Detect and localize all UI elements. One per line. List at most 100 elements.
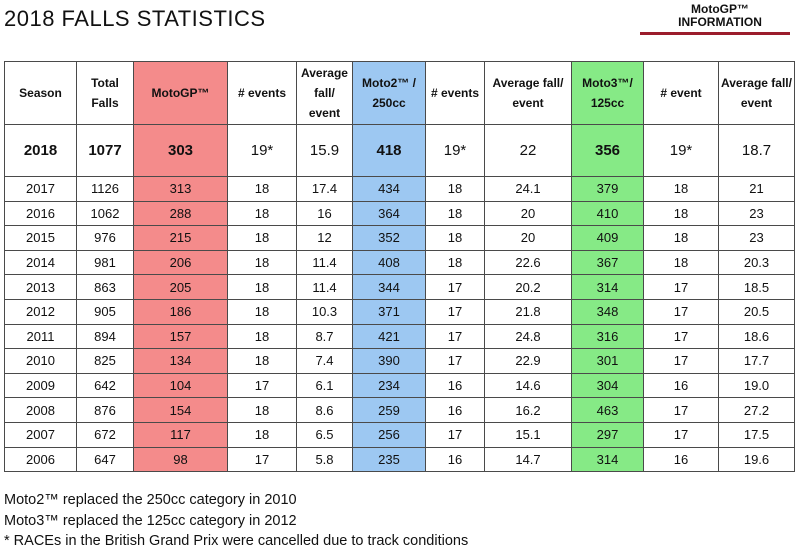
cell-moto3-falls: 314 xyxy=(571,274,644,300)
cell-motogp-average: 8.7 xyxy=(296,323,353,350)
cell-moto3-events: 17 xyxy=(643,323,719,350)
cell-moto3-falls: 314 xyxy=(571,446,644,473)
cell-season: 2011 xyxy=(4,323,77,350)
cell-moto2-events: 17 xyxy=(425,348,485,374)
table-row: 2015 976 215 18 12 352 18 20 409 18 23 xyxy=(4,225,795,251)
cell-motogp-falls: 154 xyxy=(133,397,228,423)
cell-motogp-events: 18 xyxy=(227,200,297,227)
cell-motogp-falls: 288 xyxy=(133,200,228,227)
cell-moto2-events: 19* xyxy=(425,124,485,177)
table-row: 2017 1126 313 18 17.4 434 18 24.1 379 18 21 xyxy=(4,176,795,202)
cell-motogp-average: 7.4 xyxy=(296,348,353,374)
cell-total-falls: 825 xyxy=(76,348,134,374)
header-moto2-events: # events xyxy=(425,61,485,125)
cell-season: 2008 xyxy=(4,397,77,423)
cell-moto3-events: 18 xyxy=(643,225,719,251)
cell-moto3-events: 18 xyxy=(643,200,719,227)
brand-line-2: INFORMATION xyxy=(678,15,762,29)
falls-statistics-table: Season Total Falls MotoGP™ # events Aver… xyxy=(4,61,795,473)
cell-motogp-falls: 205 xyxy=(133,274,228,300)
table-row: 2009 642 104 17 6.1 234 16 14.6 304 16 19.0 xyxy=(4,372,795,399)
footnote-moto2: Moto2™ replaced the 250cc category in 20… xyxy=(4,492,297,508)
cell-moto2-average: 22 xyxy=(484,124,572,177)
cell-motogp-events: 18 xyxy=(227,298,297,325)
table-row: 2013 863 205 18 11.4 344 17 20.2 314 17 18.5 xyxy=(4,274,795,300)
cell-moto3-falls: 410 xyxy=(571,200,644,227)
cell-moto3-falls: 356 xyxy=(571,124,644,177)
header-moto3-events: # event xyxy=(643,61,719,125)
cell-total-falls: 905 xyxy=(76,298,134,325)
cell-moto2-falls: 352 xyxy=(352,225,426,251)
cell-moto2-events: 16 xyxy=(425,372,485,399)
cell-motogp-events: 18 xyxy=(227,176,297,202)
cell-total-falls: 894 xyxy=(76,323,134,350)
cell-moto2-average: 20 xyxy=(484,200,572,227)
cell-moto2-events: 17 xyxy=(425,421,485,448)
cell-moto2-events: 16 xyxy=(425,446,485,473)
cell-moto2-average: 24.1 xyxy=(484,176,572,202)
cell-moto3-average: 19.6 xyxy=(718,446,795,473)
cell-motogp-average: 6.1 xyxy=(296,372,353,399)
footnote-moto3: Moto3™ replaced the 125cc category in 20… xyxy=(4,512,297,529)
cell-motogp-average: 5.8 xyxy=(296,446,353,473)
table-row: 2016 1062 288 18 16 364 18 20 410 18 23 xyxy=(4,200,795,227)
cell-moto3-falls: 304 xyxy=(571,372,644,399)
cell-motogp-average: 17.4 xyxy=(296,176,353,202)
cell-moto2-average: 24.8 xyxy=(484,323,572,350)
cell-total-falls: 1077 xyxy=(76,124,134,177)
header-total-falls: Total Falls xyxy=(76,61,134,125)
cell-moto2-events: 18 xyxy=(425,176,485,202)
brand-line-1: MotoGP™ xyxy=(691,2,749,16)
cell-moto2-events: 16 xyxy=(425,397,485,423)
table-row: 2010 825 134 18 7.4 390 17 22.9 301 17 17.7 xyxy=(4,348,795,374)
cell-moto2-falls: 364 xyxy=(352,200,426,227)
cell-motogp-events: 18 xyxy=(227,249,297,276)
cell-moto3-average: 21 xyxy=(718,176,795,202)
cell-motogp-events: 18 xyxy=(227,348,297,374)
cell-motogp-falls: 98 xyxy=(133,446,228,473)
cell-moto3-falls: 409 xyxy=(571,225,644,251)
cell-motogp-average: 8.6 xyxy=(296,397,353,423)
cell-motogp-falls: 117 xyxy=(133,421,228,448)
cell-moto2-events: 17 xyxy=(425,274,485,300)
cell-moto2-falls: 434 xyxy=(352,176,426,202)
current-season-row: 2018 1077 303 19* 15.9 418 19* 22 356 19… xyxy=(4,124,795,177)
header-moto2-average: Average fall/ event xyxy=(484,61,572,125)
cell-moto2-average: 21.8 xyxy=(484,298,572,325)
cell-moto3-events: 16 xyxy=(643,372,719,399)
header-moto3: Moto3™/ 125cc xyxy=(571,61,644,125)
cell-moto2-falls: 235 xyxy=(352,446,426,473)
cell-motogp-average: 16 xyxy=(296,200,353,227)
header-motogp: MotoGP™ xyxy=(133,61,228,125)
cell-total-falls: 1062 xyxy=(76,200,134,227)
cell-moto2-falls: 344 xyxy=(352,274,426,300)
cell-season: 2007 xyxy=(4,421,77,448)
cell-moto2-average: 20 xyxy=(484,225,572,251)
cell-motogp-falls: 303 xyxy=(133,124,228,177)
cell-moto3-events: 17 xyxy=(643,348,719,374)
cell-motogp-falls: 157 xyxy=(133,323,228,350)
cell-season: 2015 xyxy=(4,225,77,251)
cell-total-falls: 981 xyxy=(76,249,134,276)
cell-motogp-average: 11.4 xyxy=(296,249,353,276)
cell-moto3-falls: 301 xyxy=(571,348,644,374)
cell-season: 2018 xyxy=(4,124,77,177)
cell-moto3-events: 19* xyxy=(643,124,719,177)
cell-moto3-falls: 463 xyxy=(571,397,644,423)
cell-total-falls: 647 xyxy=(76,446,134,473)
table-row: 2006 647 98 17 5.8 235 16 14.7 314 16 19.6 xyxy=(4,446,795,473)
brand-underline xyxy=(640,32,790,35)
cell-moto2-falls: 421 xyxy=(352,323,426,350)
cell-moto3-events: 16 xyxy=(643,446,719,473)
cell-moto3-average: 23 xyxy=(718,225,795,251)
header-moto3-average: Average fall/ event xyxy=(718,61,795,125)
cell-moto2-average: 16.2 xyxy=(484,397,572,423)
cell-moto2-events: 18 xyxy=(425,225,485,251)
cell-moto3-falls: 348 xyxy=(571,298,644,325)
cell-moto3-average: 17.7 xyxy=(718,348,795,374)
table-row: 2008 876 154 18 8.6 259 16 16.2 463 17 27.2 xyxy=(4,397,795,423)
cell-moto3-events: 17 xyxy=(643,274,719,300)
cell-moto3-average: 23 xyxy=(718,200,795,227)
cell-motogp-falls: 215 xyxy=(133,225,228,251)
cell-motogp-falls: 186 xyxy=(133,298,228,325)
